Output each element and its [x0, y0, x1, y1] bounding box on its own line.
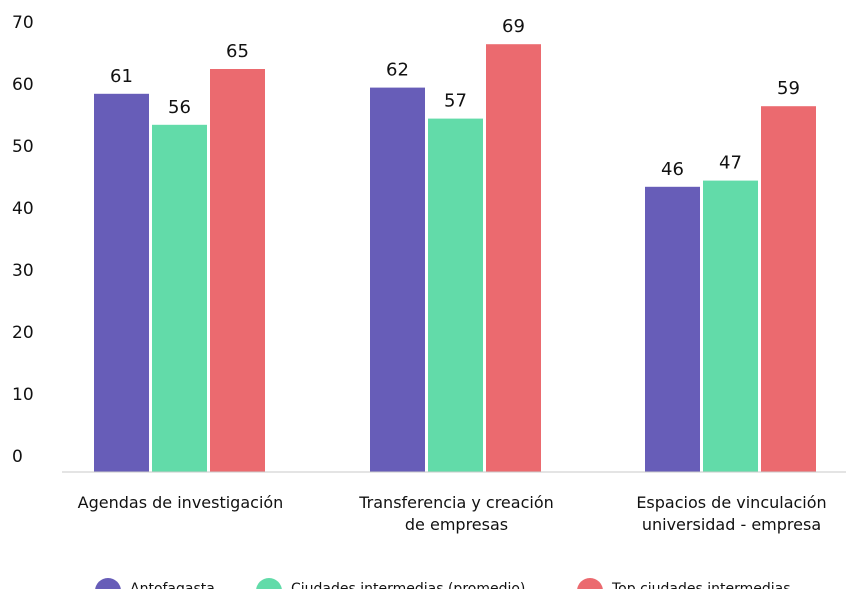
bar-value-label: 69: [502, 16, 525, 37]
y-tick-label: 60: [12, 75, 34, 95]
x-category-label: Transferencia y creación: [358, 493, 554, 512]
legend-label: Antofagasta: [130, 581, 215, 589]
legend-item-top-ciudades: Top ciudades intermedias: [577, 574, 791, 589]
bar-value-label: 59: [777, 78, 800, 99]
y-tick-label: 50: [12, 137, 34, 157]
bar-value-label: 61: [110, 66, 133, 87]
bar-value-label: 47: [719, 153, 742, 174]
legend-item-antofagasta: Antofagasta: [95, 574, 215, 589]
bar: [761, 106, 816, 472]
bar: [210, 69, 265, 472]
x-category-label: Espacios de vinculación: [636, 493, 826, 512]
y-tick-label: 40: [12, 199, 34, 219]
data-labels: 61 62 46 56 57 47 65 69 59: [110, 16, 800, 180]
bar: [152, 124, 207, 473]
legend-swatch-ciudades-intermedias: [256, 578, 282, 589]
bar: [486, 44, 541, 472]
y-tick-label: 20: [12, 323, 34, 343]
bar-value-label: 56: [168, 97, 191, 118]
legend-label: Top ciudades intermedias: [612, 581, 791, 589]
y-tick-label: 30: [12, 261, 34, 281]
bar: [94, 93, 149, 473]
x-category-label: de empresas: [405, 515, 508, 534]
bar-value-label: 62: [386, 60, 409, 81]
x-category-label: universidad - empresa: [642, 515, 821, 534]
y-tick-label: 70: [12, 13, 34, 33]
legend-swatch-top-ciudades: [577, 578, 603, 589]
legend-item-ciudades-intermedias: Ciudades intermedias (promedio): [256, 574, 525, 589]
bar-value-label: 65: [226, 41, 249, 62]
bar: [645, 186, 700, 473]
bar: [370, 87, 425, 472]
bar: [428, 118, 483, 472]
bar-chart: 0 10 20 30 40 50 60 70 61 62 46 56 57 47 65 69 59 Agend…: [12, 13, 846, 534]
y-axis: 0 10 20 30 40 50 60 70: [12, 13, 34, 467]
bar-value-label: 57: [444, 91, 467, 112]
legend-swatch-antofagasta: [95, 578, 121, 589]
bar: [703, 180, 758, 472]
legend: Antofagasta Ciudades intermedias (promed…: [0, 568, 856, 589]
bar-value-label: 46: [661, 159, 684, 180]
bars: [94, 44, 816, 473]
y-tick-label: 0: [12, 447, 23, 467]
x-category-label: Agendas de investigación: [78, 493, 284, 512]
legend-label: Ciudades intermedias (promedio): [291, 581, 526, 589]
y-tick-label: 10: [12, 385, 34, 405]
x-axis: Agendas de investigación Transferencia y …: [78, 493, 827, 534]
